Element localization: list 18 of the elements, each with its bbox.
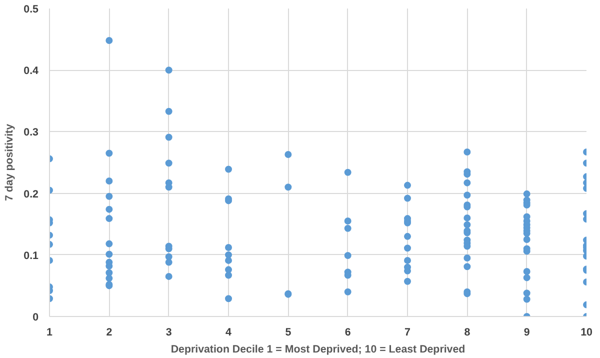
y-tick-label: 0.1: [24, 250, 39, 262]
x-tick-label: 1: [46, 326, 53, 338]
y-tick-label: 0.5: [24, 4, 39, 16]
x-tick-label: 4: [226, 326, 232, 338]
x-axis-title: Deprivation Decile 1 = Most Deprived; 10 = Least Deprived: [170, 344, 466, 356]
x-tick-label: 2: [106, 326, 112, 338]
y-tick-label: 0.2: [24, 188, 39, 200]
x-tick-label: 10: [580, 326, 592, 338]
y-tick-label: 0.3: [24, 126, 39, 139]
x-tick-label: 9: [524, 326, 530, 338]
x-tick-label: 3: [166, 326, 172, 338]
x-tick-label: 7: [404, 326, 411, 338]
x-tick-label: 8: [464, 326, 470, 338]
y-tick-label: 0: [32, 312, 39, 324]
x-tick-label: 5: [285, 326, 292, 338]
y-tick-label: 0.4: [24, 65, 39, 78]
y-axis-title: 7 day positivity: [4, 124, 16, 201]
x-tick-label: 6: [344, 326, 351, 338]
